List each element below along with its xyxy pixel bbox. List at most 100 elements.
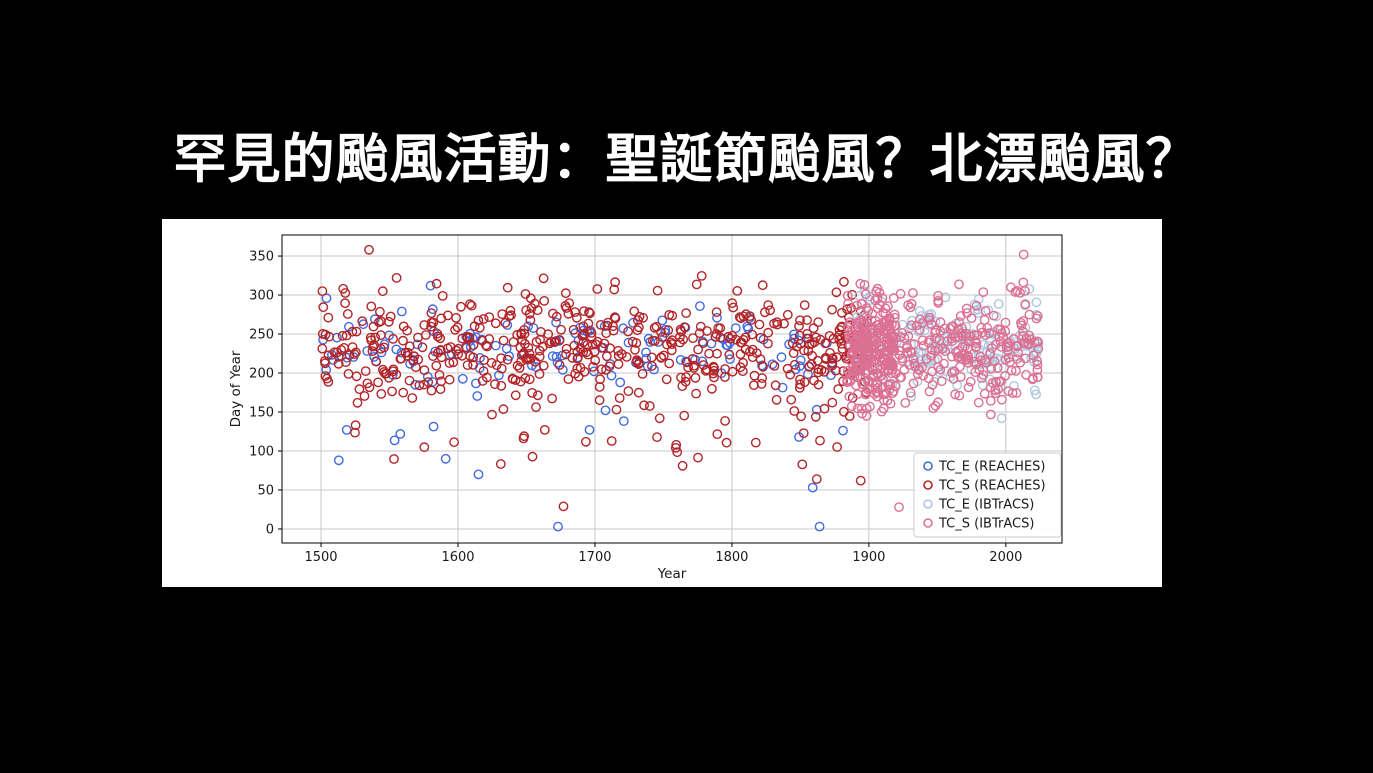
- scatter-point: [847, 289, 858, 300]
- scatter-point: [611, 404, 622, 415]
- scatter-point: [352, 397, 363, 408]
- scatter-point: [414, 380, 425, 391]
- scatter-point: [918, 340, 929, 351]
- scatter-point: [906, 320, 917, 331]
- scatter-point: [782, 363, 793, 374]
- axes-frame: [281, 234, 1063, 544]
- scatter-point: [838, 376, 848, 387]
- scatter-point: [904, 359, 915, 370]
- scatter-point: [843, 298, 853, 309]
- scatter-point: [811, 474, 822, 485]
- scatter-point: [702, 364, 712, 375]
- scatter-point: [431, 360, 442, 371]
- scatter-point: [771, 394, 782, 405]
- scatter-point: [426, 321, 436, 332]
- scatter-point: [435, 345, 446, 356]
- scatter-point: [827, 397, 838, 408]
- scatter-point: [583, 318, 594, 329]
- scatter-point: [646, 361, 657, 371]
- scatter-point: [872, 293, 883, 304]
- scatter-point: [895, 372, 905, 383]
- scatter-point: [933, 297, 944, 308]
- scatter-point: [391, 344, 402, 355]
- scatter-point: [633, 359, 644, 370]
- scatter-point: [937, 343, 948, 354]
- scatter-point: [633, 387, 644, 398]
- scatter-point: [813, 317, 824, 328]
- scatter-point: [573, 371, 584, 382]
- scatter-point: [889, 345, 900, 356]
- scatter-point: [902, 342, 912, 353]
- scatter-point: [851, 380, 861, 391]
- scatter-point: [997, 394, 1007, 405]
- scatter-point: [1000, 370, 1010, 381]
- legend-box: [913, 452, 1062, 538]
- scatter-point: [370, 332, 381, 343]
- scatter-point: [656, 352, 667, 363]
- scatter-point: [1018, 331, 1028, 341]
- scatter-point: [1020, 299, 1031, 310]
- scatter-point: [848, 361, 858, 372]
- scatter-point: [833, 384, 844, 395]
- scatter-point: [524, 308, 535, 319]
- scatter-point: [736, 337, 747, 348]
- scatter-point: [672, 447, 683, 458]
- y-tick-label: 250: [249, 328, 274, 343]
- legend-marker-icon: [923, 480, 933, 490]
- scatter-point: [431, 278, 442, 289]
- scatter-point: [1024, 309, 1035, 320]
- legend-entry: TC_S (REACHES): [923, 479, 1046, 494]
- scatter-point: [395, 428, 406, 439]
- scatter-point: [795, 374, 805, 385]
- scatter-point: [1016, 320, 1027, 331]
- scatter-point: [987, 343, 997, 354]
- scatter-point: [926, 350, 937, 361]
- scatter-point: [856, 315, 867, 326]
- scatter-point: [398, 335, 408, 346]
- scatter-point: [364, 244, 374, 255]
- scatter-point: [945, 324, 956, 334]
- scatter-point: [831, 365, 841, 376]
- scatter-point: [436, 313, 447, 324]
- scatter-point: [337, 330, 348, 341]
- scatter-point: [954, 390, 965, 401]
- scatter-point: [586, 331, 597, 342]
- scatter-point: [712, 429, 723, 440]
- legend-label: TC_S (IBTrACS): [938, 517, 1034, 532]
- scatter-point: [351, 326, 362, 337]
- scatter-point: [426, 308, 437, 319]
- scatter-point: [373, 377, 384, 388]
- scatter-point: [419, 365, 430, 376]
- scatter-point: [813, 367, 823, 378]
- x-axis-label: Year: [657, 566, 687, 582]
- scatter-point: [575, 362, 586, 373]
- scatter-point: [484, 312, 495, 323]
- scatter-point: [734, 312, 745, 323]
- scatter-point: [320, 329, 331, 340]
- scatter-point: [652, 432, 662, 443]
- y-tick-label: 300: [249, 289, 274, 304]
- scatter-point: [990, 388, 1001, 399]
- scatter-point: [615, 377, 626, 388]
- scatter-point: [654, 413, 665, 424]
- scatter-point: [510, 390, 521, 401]
- scatter-point: [862, 384, 873, 395]
- scatter-point: [924, 312, 935, 323]
- scatter-point: [610, 277, 620, 288]
- x-tick-label: 1900: [852, 550, 885, 565]
- scatter-point: [1031, 297, 1042, 308]
- scatter-point: [776, 352, 787, 363]
- scatter-point: [317, 343, 328, 354]
- scatter-point: [639, 400, 649, 411]
- scatter-point: [965, 376, 976, 387]
- scatter-point: [560, 288, 571, 299]
- scatter-point: [1003, 386, 1014, 397]
- scatter-point: [745, 346, 755, 357]
- scatter-point: [747, 329, 757, 340]
- scatter-point: [457, 350, 467, 361]
- scatter-point: [863, 306, 874, 316]
- scatter-point: [797, 459, 808, 470]
- scatter-point: [567, 352, 578, 363]
- y-tick-label: 150: [249, 406, 274, 421]
- scatter-point: [785, 369, 796, 380]
